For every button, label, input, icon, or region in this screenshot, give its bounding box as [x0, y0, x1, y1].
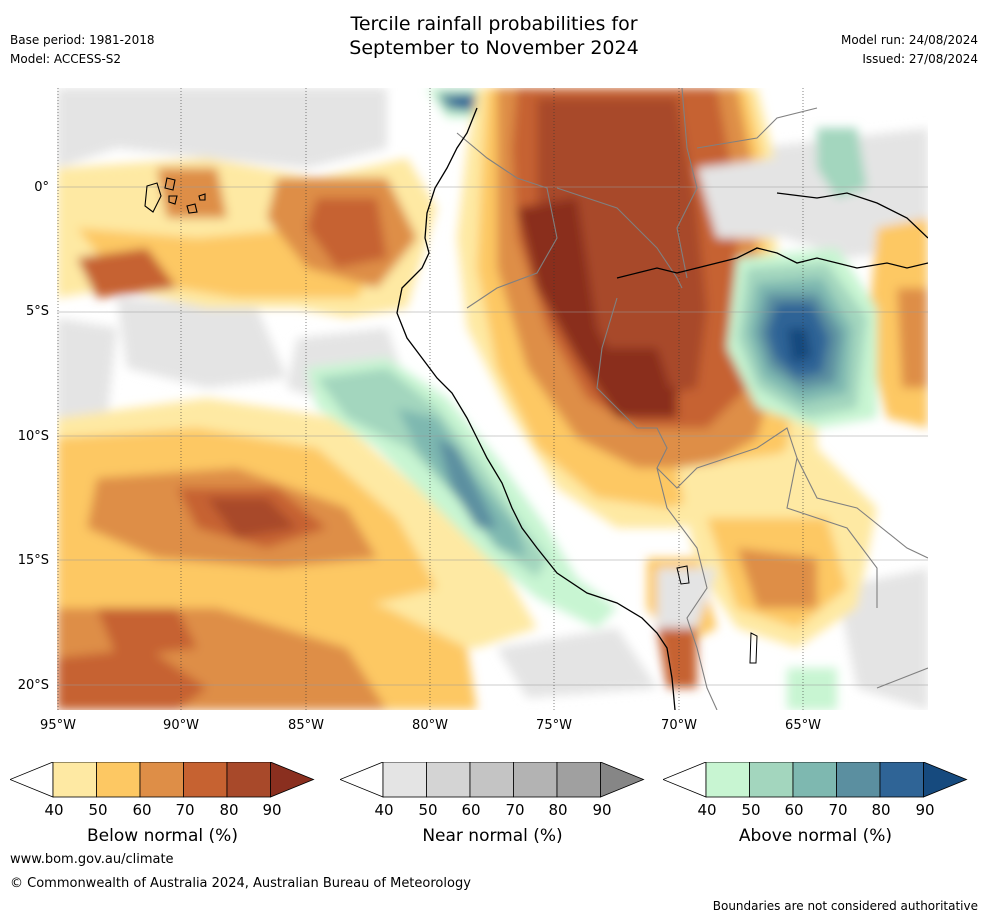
colorbar-segment: [382, 762, 427, 798]
lat-label-10s: 10°S: [17, 429, 49, 444]
colorbar-segment: [513, 762, 558, 798]
lat-label-5s: 5°S: [25, 304, 49, 319]
lakes: [676, 565, 758, 664]
model-run-text: Model run: 24/08/2024: [840, 33, 978, 47]
tick-label: 80: [871, 801, 891, 819]
tick-label: 50: [88, 801, 108, 819]
title-line-2: September to November 2024: [349, 37, 639, 59]
lat-label-20s: 20°S: [17, 678, 49, 693]
tick-label: 40: [374, 801, 394, 819]
colorbar-low-arrow: [340, 762, 384, 798]
lon-label-70w: 70°W: [661, 718, 697, 733]
colorbar-low-arrow: [10, 762, 54, 798]
tick-label: 90: [592, 801, 612, 819]
rainfall-probability-map: [57, 88, 928, 710]
disclaimer-text: Boundaries are not considered authoritat…: [712, 899, 978, 913]
copyright-text: © Commonwealth of Australia 2024, Austra…: [10, 876, 471, 891]
tick-label: 60: [132, 801, 152, 819]
tick-label: 60: [461, 801, 481, 819]
graticule: [57, 186, 928, 686]
lon-label-80w: 80°W: [412, 718, 448, 733]
colorbar-below-normal: [10, 762, 315, 798]
colorbar-title-near: Near normal (%): [422, 826, 563, 846]
colorbar-segment: [469, 762, 514, 798]
lon-label-90w: 90°W: [163, 718, 199, 733]
tick-label: 80: [548, 801, 568, 819]
colorbar-segment: [426, 762, 471, 798]
galapagos-islands: [144, 177, 206, 214]
map-svg: [57, 88, 928, 710]
lon-label-75w: 75°W: [536, 718, 572, 733]
colorbar-segment: [749, 762, 794, 798]
tick-label: 80: [219, 801, 239, 819]
colorbar-segment: [52, 762, 97, 798]
colorbar-segment: [139, 762, 184, 798]
tick-label: 70: [828, 801, 848, 819]
lat-label-0: 0°: [34, 180, 49, 195]
colorbar-segment: [836, 762, 881, 798]
lake-titicaca: [749, 632, 758, 664]
tick-label: 50: [741, 801, 761, 819]
tick-label: 50: [418, 801, 438, 819]
issued-text: Issued: 27/08/2024: [862, 52, 978, 66]
colorbar-near-normal: [340, 762, 645, 798]
title-line-1: Tercile rainfall probabilities for: [350, 13, 638, 35]
model-text: Model: ACCESS-S2: [10, 52, 122, 66]
colorbar-high-arrow: [270, 762, 315, 798]
colorbar-segment: [556, 762, 601, 798]
map-title: Tercile rainfall probabilities for Septe…: [0, 12, 988, 60]
colorbar-segment: [705, 762, 750, 798]
colorbar-segment: [226, 762, 271, 798]
colorbar-segment: [183, 762, 228, 798]
lat-label-15s: 15°S: [17, 553, 49, 568]
colorbar-high-arrow: [923, 762, 968, 798]
tick-label: 90: [262, 801, 282, 819]
base-period-text: Base period: 1981-2018: [10, 33, 155, 47]
colorbar-segment: [792, 762, 837, 798]
country-borders: [456, 88, 928, 710]
colorbar-low-arrow: [663, 762, 707, 798]
colorbar-title-above: Above normal (%): [738, 826, 893, 846]
tick-label: 90: [915, 801, 935, 819]
tick-label: 40: [697, 801, 717, 819]
colorbar-title-below: Below normal (%): [87, 826, 238, 846]
website-text: www.bom.gov.au/climate: [10, 852, 174, 867]
colorbar-high-arrow: [600, 762, 645, 798]
lon-label-65w: 65°W: [785, 718, 821, 733]
colorbar-segment: [879, 762, 924, 798]
colorbar-segment: [96, 762, 141, 798]
lon-label-95w: 95°W: [40, 718, 76, 733]
lon-label-85w: 85°W: [288, 718, 324, 733]
coastline: [396, 107, 928, 710]
colorbar-above-normal: [663, 762, 968, 798]
tick-label: 40: [44, 801, 64, 819]
probability-shading: [57, 88, 928, 710]
tick-label: 60: [784, 801, 804, 819]
tick-label: 70: [505, 801, 525, 819]
tick-label: 70: [175, 801, 195, 819]
